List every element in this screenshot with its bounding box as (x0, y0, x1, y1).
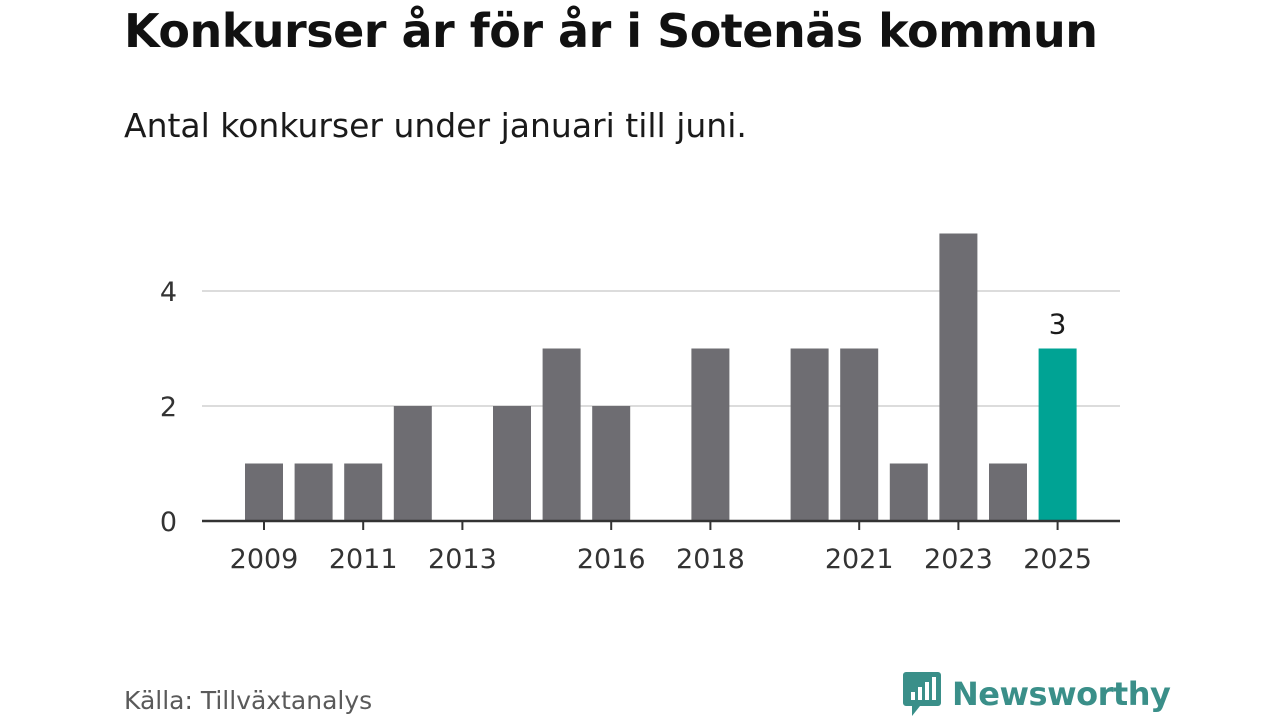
bar-2009 (245, 463, 283, 521)
x-axis-ticks: 2009 2011 2013 2016 2018 2021 2023 2025 (230, 521, 1092, 575)
x-tick-label: 2013 (428, 544, 497, 575)
y-tick-label: 4 (160, 277, 177, 308)
x-tick-label: 2018 (676, 544, 745, 575)
x-tick-label: 2021 (825, 544, 894, 575)
bar-2021 (840, 348, 879, 521)
bar-chart: 0 2 4 2009 2011 2013 2016 2018 2021 2023 2025 3 (160, 233, 1120, 575)
bar-2014 (493, 406, 531, 521)
data-labels: 3 (1049, 308, 1067, 341)
y-axis-ticks: 0 2 4 (160, 277, 177, 538)
bar-chart-speech-bubble-icon (903, 672, 941, 716)
bar-2023 (939, 233, 978, 521)
x-tick-label: 2009 (230, 544, 299, 575)
bar-2011 (344, 463, 383, 521)
x-tick-label: 2025 (1023, 544, 1092, 575)
brand-name: Newsworthy (952, 675, 1171, 713)
gridlines (202, 290, 1120, 407)
y-tick-label: 0 (160, 507, 177, 538)
y-tick-label: 2 (160, 392, 177, 423)
chart-subtitle: Antal konkurser under januari till juni. (124, 106, 747, 145)
bar-2015 (542, 348, 581, 521)
bar-2010 (294, 463, 333, 521)
bars (245, 233, 1077, 521)
data-label: 3 (1049, 308, 1067, 341)
bar-2024 (989, 463, 1027, 521)
bar-2020 (790, 348, 829, 521)
brand-logo: Newsworthy (902, 670, 1171, 718)
chart-title: Konkurser år för år i Sotenäs kommun (124, 4, 1098, 58)
x-tick-label: 2016 (577, 544, 646, 575)
bar-2022 (889, 463, 928, 521)
bar-2025 (1038, 348, 1077, 521)
bar-2012 (393, 406, 432, 521)
bar-2016 (592, 406, 631, 521)
x-tick-label: 2023 (924, 544, 993, 575)
x-tick-label: 2011 (329, 544, 398, 575)
source-note: Källa: Tillväxtanalys (124, 686, 373, 715)
bar-2018 (691, 348, 730, 521)
